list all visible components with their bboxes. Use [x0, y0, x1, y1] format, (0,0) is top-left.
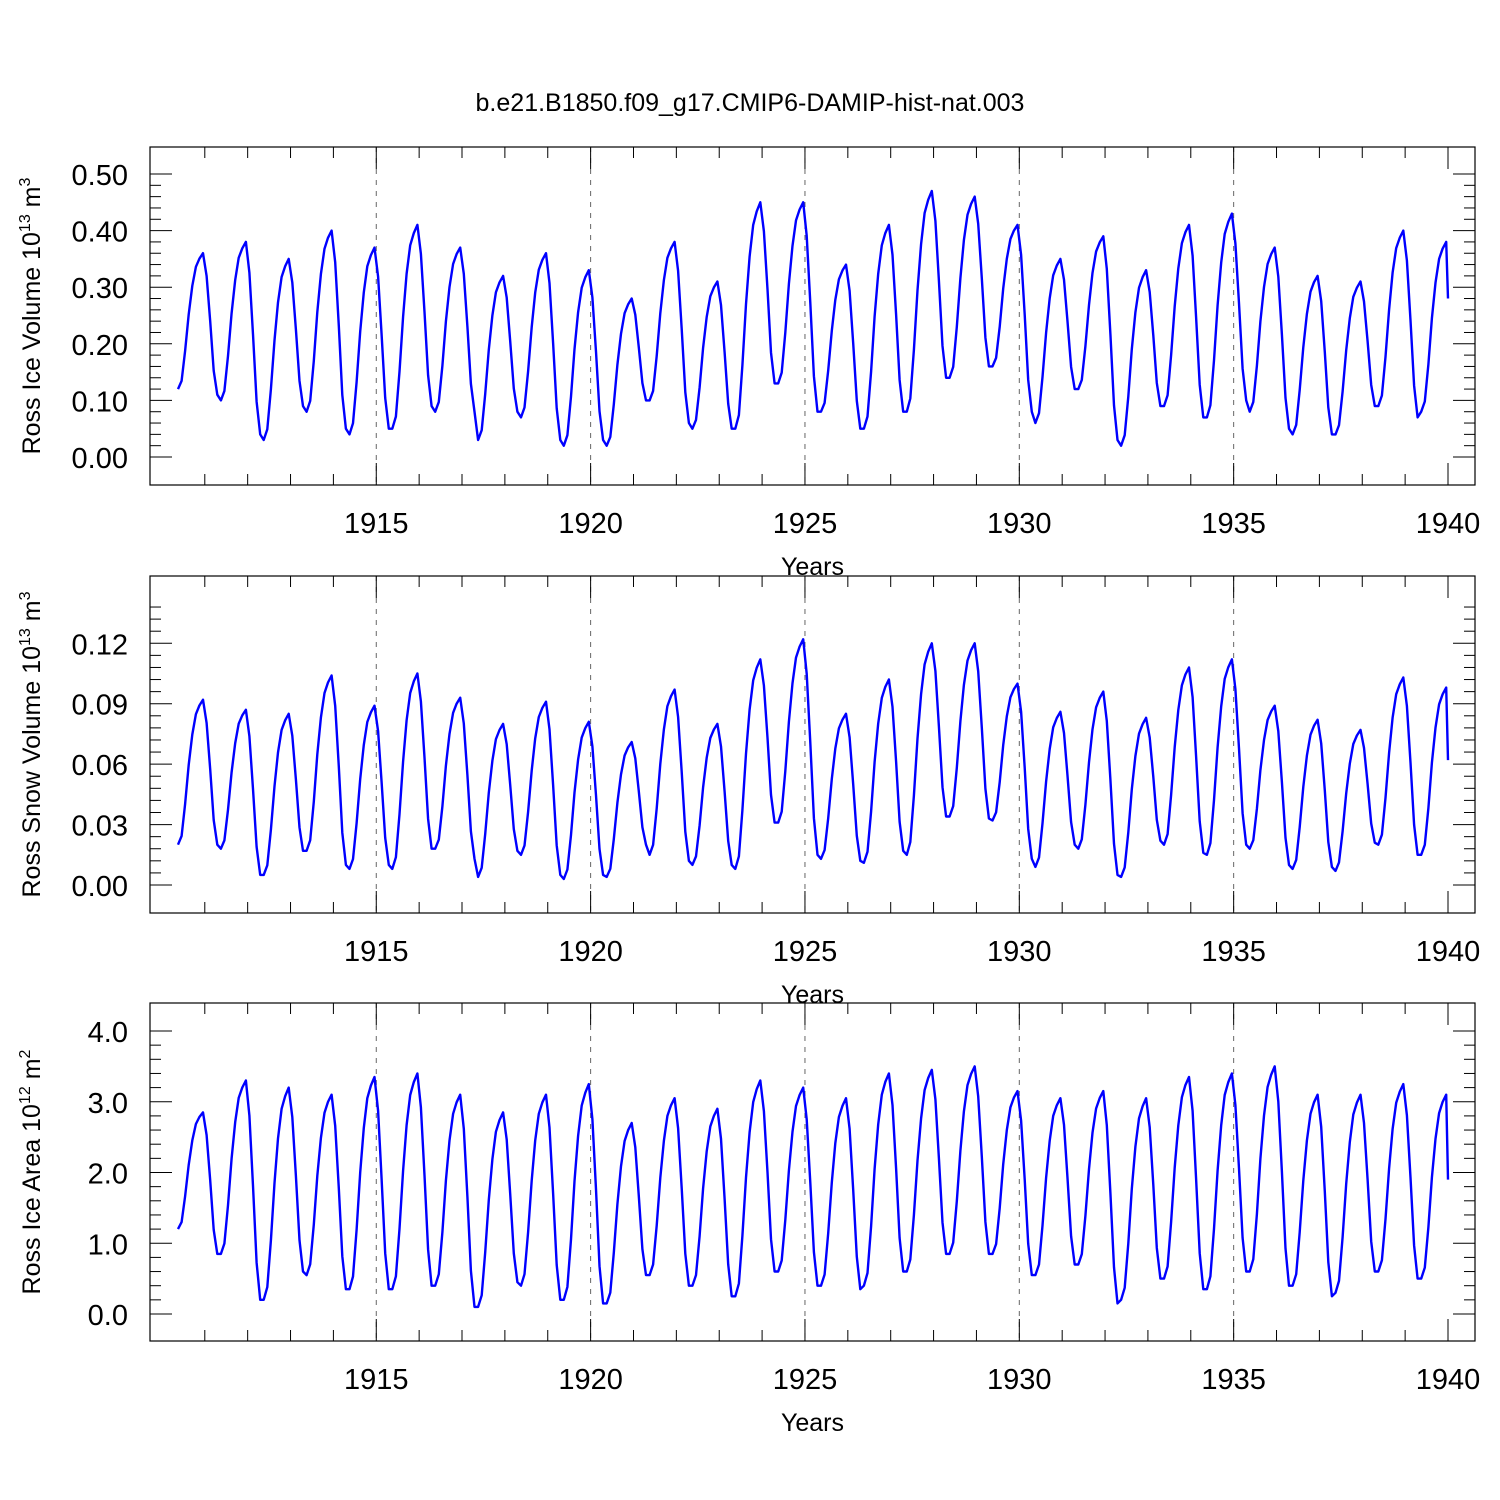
y-axis-label-main: Ross Snow Volume 10 — [18, 646, 46, 898]
y-tick-label: 3.0 — [88, 1088, 128, 1120]
y-axis-label-unit-exponent: 3 — [17, 591, 34, 600]
tick-labels: 0.0 1.0 2.0 3.0 4.0 1915 1920 1925 1930 1935 1940 — [88, 1017, 1481, 1396]
x-tick-label-1930: 1930 — [987, 1364, 1052, 1396]
y-tick-label: 0.40 — [72, 217, 128, 249]
y-axis-label-unit: m — [18, 186, 46, 214]
x-tick-label-1940: 1940 — [1416, 1364, 1481, 1396]
ticks — [150, 147, 1475, 485]
x-tick-label-1925: 1925 — [773, 508, 838, 540]
y-axis-label: Ross Ice Area 1012 m2 — [17, 1049, 46, 1294]
series-ross-snow-volume — [176, 638, 1450, 881]
y-axis-label-unit-exponent: 2 — [17, 1049, 34, 1058]
y-tick-label: 0.50 — [72, 160, 128, 192]
y-axis-label-exponent: 12 — [17, 1086, 34, 1104]
y-axis-label-unit: m — [18, 1058, 46, 1086]
plot-frame — [149, 146, 1476, 486]
panel-snow-volume: 0.00 0.03 0.06 0.09 0.12 1915 1920 1925 1930 1935… — [17, 575, 1481, 1009]
ticks — [150, 1003, 1475, 1341]
y-axis-label-unit: m — [18, 600, 46, 628]
x-axis-label: Years — [781, 981, 844, 1009]
y-axis-label-main: Ross Ice Volume 10 — [18, 232, 46, 454]
x-tick-label-1925: 1925 — [773, 936, 838, 968]
x-tick-label-1940: 1940 — [1416, 508, 1481, 540]
x-tick-label-1940: 1940 — [1416, 936, 1481, 968]
y-axis-label-exponent: 13 — [17, 628, 34, 646]
x-tick-label-1925: 1925 — [773, 1364, 838, 1396]
x-tick-label-1935: 1935 — [1201, 508, 1266, 540]
y-tick-label: 0.20 — [72, 330, 128, 362]
y-tick-label: 0.30 — [72, 273, 128, 305]
y-tick-label: 1.0 — [88, 1229, 128, 1261]
y-axis-label-unit-exponent: 3 — [17, 177, 34, 186]
x-tick-label-1915: 1915 — [344, 508, 409, 540]
x-tick-label-1915: 1915 — [344, 1364, 409, 1396]
x-axis-label: Years — [781, 1409, 844, 1437]
x-tick-label-1920: 1920 — [558, 508, 623, 540]
x-tick-label-1930: 1930 — [987, 936, 1052, 968]
x-gridlines — [375, 576, 1235, 913]
y-tick-label: 0.00 — [72, 443, 128, 475]
panel-ice-volume: 0.00 0.10 0.20 0.30 0.40 0.50 1915 1920 1925 1930… — [17, 146, 1481, 581]
x-tick-label-1920: 1920 — [558, 1364, 623, 1396]
ticks — [150, 576, 1475, 913]
y-tick-label: 0.12 — [72, 629, 128, 661]
y-tick-label: 0.06 — [72, 750, 128, 782]
x-tick-label-1935: 1935 — [1201, 936, 1266, 968]
y-tick-label: 0.00 — [72, 871, 128, 903]
x-gridlines — [375, 147, 1235, 485]
y-tick-label: 2.0 — [88, 1159, 128, 1191]
y-tick-label: 4.0 — [88, 1017, 128, 1049]
y-tick-label: 0.03 — [72, 811, 128, 843]
y-axis-label: Ross Snow Volume 1013 m3 — [17, 591, 46, 897]
x-tick-label-1920: 1920 — [558, 936, 623, 968]
x-axis-label: Years — [781, 553, 844, 581]
y-tick-label: 0.09 — [72, 690, 128, 722]
chart-title: b.e21.B1850.f09_g17.CMIP6-DAMIP-hist-nat… — [476, 89, 1025, 117]
x-gridlines — [375, 1003, 1235, 1341]
plot-frame — [149, 575, 1476, 914]
x-tick-label-1930: 1930 — [987, 508, 1052, 540]
series-ross-ice-volume — [176, 189, 1450, 447]
x-tick-label-1915: 1915 — [344, 936, 409, 968]
tick-labels: 0.00 0.03 0.06 0.09 0.12 1915 1920 1925 1930 1935… — [72, 629, 1481, 968]
y-axis-label-exponent: 13 — [17, 214, 34, 232]
series-ross-ice-area — [176, 1065, 1450, 1309]
y-tick-label: 0.0 — [88, 1300, 128, 1332]
y-axis-label: Ross Ice Volume 1013 m3 — [17, 177, 46, 454]
y-axis-label-main: Ross Ice Area 10 — [18, 1104, 46, 1294]
y-tick-label: 0.10 — [72, 386, 128, 418]
x-tick-label-1935: 1935 — [1201, 1364, 1266, 1396]
tick-labels: 0.00 0.10 0.20 0.30 0.40 0.50 1915 1920 1925 1930… — [72, 160, 1481, 540]
